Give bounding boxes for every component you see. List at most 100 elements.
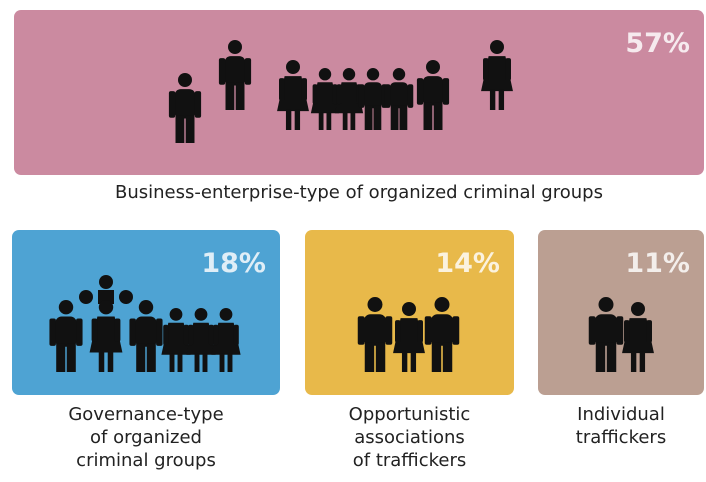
category-label: associations bbox=[354, 427, 465, 448]
person-leg bbox=[202, 353, 208, 372]
percent-label: 57% bbox=[625, 28, 690, 59]
person-arm bbox=[76, 318, 83, 346]
person-leg bbox=[56, 343, 66, 372]
person-icon bbox=[358, 68, 388, 130]
person-leg bbox=[433, 102, 443, 130]
person-head bbox=[98, 300, 114, 315]
person-arm bbox=[442, 78, 450, 105]
person-body bbox=[422, 76, 444, 106]
person-arm bbox=[188, 324, 194, 346]
person-arm bbox=[407, 84, 414, 108]
person-icon bbox=[622, 302, 654, 372]
hierarchy-node bbox=[99, 275, 113, 289]
person-leg bbox=[175, 115, 185, 143]
person-body bbox=[224, 56, 246, 86]
person-body bbox=[174, 89, 196, 119]
hierarchy-node bbox=[98, 290, 114, 304]
person-icon bbox=[211, 308, 241, 372]
person-dress bbox=[89, 316, 123, 353]
person-arm bbox=[416, 78, 424, 105]
person-arm bbox=[452, 316, 460, 345]
person-leg bbox=[185, 115, 195, 143]
person-icon bbox=[588, 297, 624, 372]
person-arm bbox=[358, 84, 365, 108]
person-leg bbox=[630, 351, 637, 372]
person-arm bbox=[194, 91, 202, 118]
person-head bbox=[598, 297, 614, 312]
category-panel bbox=[538, 230, 704, 395]
person-dress bbox=[393, 318, 425, 354]
person-icon bbox=[393, 302, 425, 372]
person-leg bbox=[225, 82, 235, 110]
person-head bbox=[392, 68, 406, 81]
person-arm bbox=[183, 324, 189, 346]
person-arm bbox=[244, 58, 252, 85]
person-arm bbox=[624, 320, 630, 343]
category-label: of organized bbox=[90, 427, 202, 448]
person-arm bbox=[424, 316, 432, 345]
person-body bbox=[430, 314, 454, 346]
person-head bbox=[631, 302, 645, 316]
person-arm bbox=[114, 318, 121, 342]
person-leg bbox=[595, 342, 606, 372]
person-arm bbox=[208, 324, 214, 346]
person-head bbox=[434, 297, 450, 312]
person-leg bbox=[498, 89, 505, 110]
person-arm bbox=[156, 318, 163, 346]
person-icon bbox=[277, 60, 309, 130]
person-leg bbox=[177, 353, 183, 372]
person-leg bbox=[136, 343, 146, 372]
person-icon bbox=[424, 297, 460, 372]
person-body bbox=[363, 314, 387, 346]
person-head bbox=[318, 68, 332, 81]
person-arm bbox=[384, 84, 391, 108]
person-arm bbox=[163, 324, 169, 346]
person-leg bbox=[169, 353, 175, 372]
person-icon bbox=[481, 40, 513, 110]
person-leg bbox=[285, 109, 292, 130]
person-arm bbox=[312, 84, 318, 105]
person-head bbox=[490, 40, 504, 54]
person-leg bbox=[364, 342, 375, 372]
category-label: Business-enterprise-type of organized cr… bbox=[115, 182, 603, 203]
person-leg bbox=[410, 351, 417, 372]
person-leg bbox=[373, 105, 382, 130]
category-label: Governance-type bbox=[68, 404, 223, 425]
person-arm bbox=[483, 58, 489, 81]
person-icon bbox=[49, 300, 83, 372]
person-leg bbox=[107, 351, 114, 372]
person-dress bbox=[211, 322, 241, 355]
person-arm bbox=[336, 84, 342, 105]
person-arm bbox=[332, 84, 338, 105]
person-icon bbox=[161, 308, 191, 372]
person-leg bbox=[489, 89, 496, 110]
person-icon bbox=[89, 300, 123, 372]
hierarchy-node bbox=[79, 290, 93, 304]
person-arm bbox=[213, 324, 219, 346]
person-leg bbox=[606, 342, 617, 372]
person-arm bbox=[91, 318, 98, 342]
person-head bbox=[58, 300, 74, 315]
hierarchy-node bbox=[119, 290, 133, 304]
person-icon bbox=[129, 300, 163, 372]
person-leg bbox=[66, 343, 76, 372]
person-leg bbox=[219, 353, 225, 372]
person-dress bbox=[481, 56, 513, 92]
person-arm bbox=[646, 320, 652, 343]
person-leg bbox=[399, 105, 408, 130]
percent-label: 14% bbox=[435, 248, 500, 279]
person-icon bbox=[357, 297, 393, 372]
person-leg bbox=[431, 342, 442, 372]
person-head bbox=[138, 300, 154, 315]
person-leg bbox=[98, 351, 105, 372]
category-label: criminal groups bbox=[76, 450, 216, 471]
person-head bbox=[367, 297, 383, 312]
person-icon bbox=[416, 60, 450, 130]
person-head bbox=[228, 40, 242, 54]
person-leg bbox=[235, 82, 245, 110]
person-arm bbox=[385, 316, 393, 345]
person-leg bbox=[342, 112, 348, 130]
person-arm bbox=[357, 316, 365, 345]
person-head bbox=[169, 308, 183, 321]
